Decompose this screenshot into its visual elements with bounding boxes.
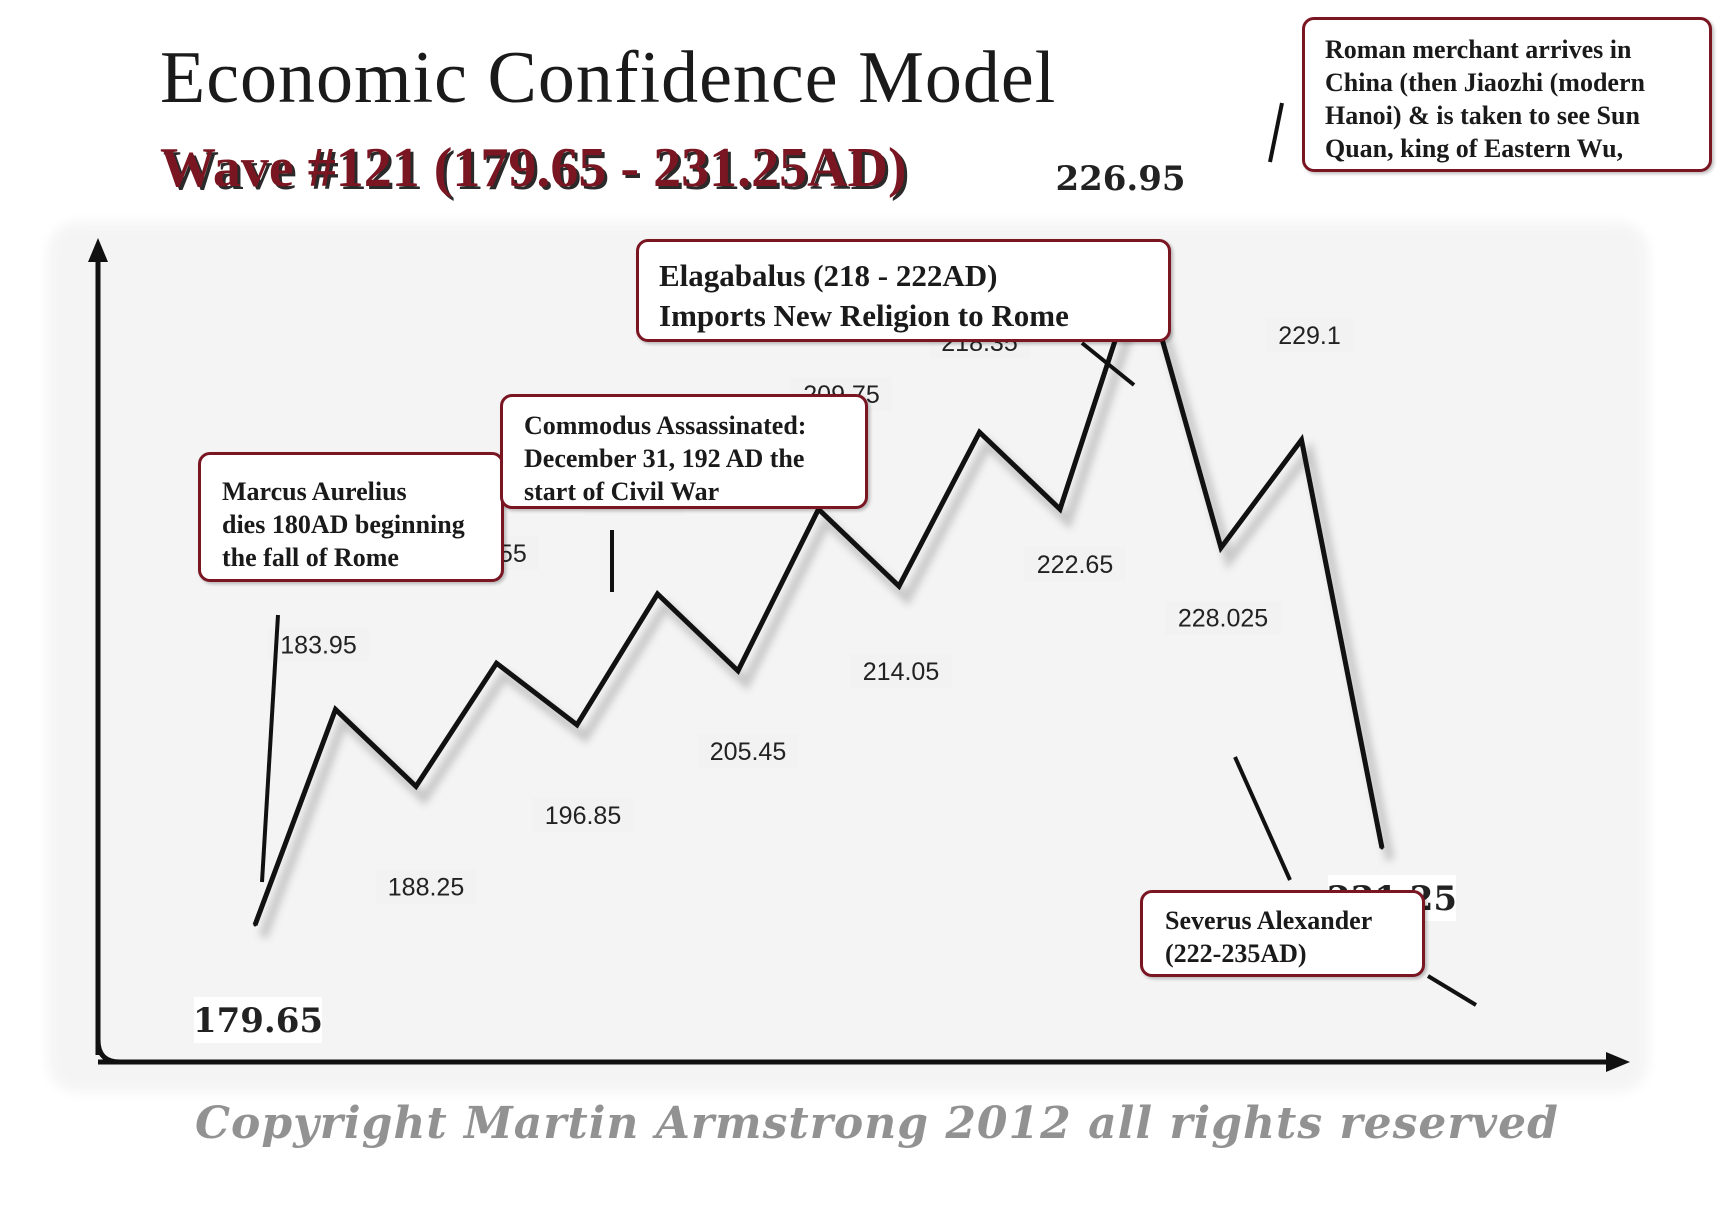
- chart-subtitle: Wave #121 (179.65 - 231.25AD): [160, 137, 907, 199]
- x-axis-arrow: [1606, 1052, 1630, 1072]
- data-label-bg: [1024, 547, 1126, 582]
- annotation-marcus-aurelius: Marcus Aurelius dies 180AD beginning the…: [198, 452, 504, 582]
- data-label-bg: [194, 997, 322, 1043]
- data-label: 222.65: [1037, 551, 1113, 579]
- data-point: [334, 707, 337, 711]
- data-point: [414, 784, 418, 788]
- data-label-bg: [1165, 600, 1281, 635]
- data-label: 205.45: [710, 738, 786, 766]
- data-point: [1219, 546, 1223, 550]
- data-point: [736, 669, 740, 673]
- copyright-notice: Copyright Martin Armstrong 2012 all righ…: [195, 1098, 1559, 1149]
- data-label-bg: [1266, 317, 1353, 352]
- data-label: 188.25: [388, 873, 464, 901]
- data-point: [575, 723, 579, 727]
- data-label: 229.1: [1278, 322, 1341, 350]
- annotation-commodus: Commodus Assassinated: December 31, 192 …: [500, 394, 868, 509]
- data-label: 196.85: [545, 802, 621, 830]
- y-axis-arrow: [88, 238, 108, 262]
- data-point: [897, 584, 901, 588]
- data-point: [978, 430, 981, 434]
- data-label: 228.025: [1178, 605, 1268, 633]
- data-label: 179.65: [193, 1001, 323, 1041]
- data-label-bg: [268, 627, 369, 662]
- annotation-pointer-line: [260, 614, 280, 883]
- annotation-elagabalus: Elagabalus (218 - 222AD) Imports New Rel…: [636, 239, 1171, 342]
- annotation-pointer-line: [1426, 974, 1478, 1007]
- data-point: [1380, 846, 1384, 850]
- data-point: [495, 661, 498, 665]
- data-label-bg: [375, 869, 477, 904]
- data-label: 226.95: [1055, 159, 1185, 199]
- axis-corner: [95, 1039, 121, 1065]
- data-label: 183.95: [280, 631, 356, 659]
- annotation-roman-merchant: Roman merchant arrives in China (then Ji…: [1302, 17, 1712, 172]
- data-point: [1300, 438, 1303, 442]
- annotation-pointers: [260, 102, 1478, 1007]
- annotation-pointer-line: [1268, 102, 1284, 163]
- data-label-bg: [1056, 154, 1185, 201]
- annotation-pointer-line: [1233, 756, 1292, 881]
- data-label-bg: [697, 733, 799, 768]
- chart-axes: [88, 238, 1630, 1072]
- data-point: [1058, 507, 1062, 511]
- data-label: 214.05: [863, 658, 939, 686]
- series-line: [252, 254, 1395, 939]
- annotation-severus-alexander: Severus Alexander (222-235AD): [1140, 890, 1425, 977]
- annotation-pointer-line: [1080, 341, 1136, 387]
- data-label-bg: [850, 654, 952, 689]
- data-label-bg: [532, 797, 634, 832]
- data-point: [656, 592, 659, 596]
- series-shadow: [258, 259, 1395, 939]
- chart-title: Economic Confidence Model: [160, 37, 1057, 119]
- data-point: [253, 923, 257, 927]
